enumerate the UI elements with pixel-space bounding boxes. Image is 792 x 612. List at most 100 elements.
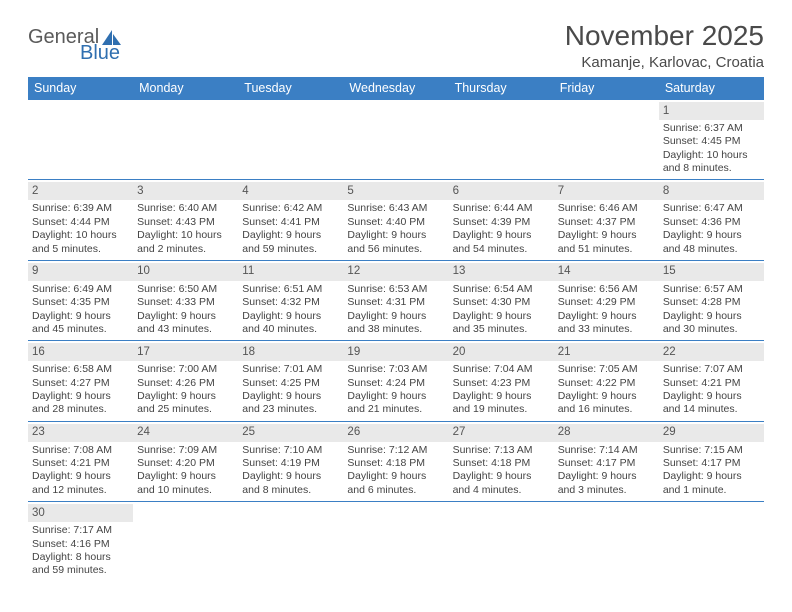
day-number: 2	[28, 182, 133, 200]
day-line: Daylight: 9 hours	[347, 470, 444, 483]
dow-cell: Friday	[554, 77, 659, 100]
day-line: Sunrise: 7:17 AM	[32, 524, 129, 537]
day-body: Sunrise: 6:57 AMSunset: 4:28 PMDaylight:…	[663, 283, 760, 337]
day-cell	[238, 502, 343, 581]
day-cell: 23Sunrise: 7:08 AMSunset: 4:21 PMDayligh…	[28, 422, 133, 501]
day-cell: 27Sunrise: 7:13 AMSunset: 4:18 PMDayligh…	[449, 422, 554, 501]
day-body: Sunrise: 6:46 AMSunset: 4:37 PMDaylight:…	[558, 202, 655, 256]
day-number: 7	[554, 182, 659, 200]
day-line: Sunset: 4:35 PM	[32, 296, 129, 309]
week-row: 2Sunrise: 6:39 AMSunset: 4:44 PMDaylight…	[28, 180, 764, 260]
day-cell	[238, 100, 343, 179]
day-line: Sunrise: 7:05 AM	[558, 363, 655, 376]
day-line: Sunrise: 6:51 AM	[242, 283, 339, 296]
day-line: Sunrise: 6:40 AM	[137, 202, 234, 215]
day-number: 16	[28, 343, 133, 361]
day-line: Daylight: 9 hours	[663, 470, 760, 483]
day-body: Sunrise: 6:49 AMSunset: 4:35 PMDaylight:…	[32, 283, 129, 337]
day-body: Sunrise: 7:03 AMSunset: 4:24 PMDaylight:…	[347, 363, 444, 417]
day-line: and 12 minutes.	[32, 484, 129, 497]
title-block: November 2025 Kamanje, Karlovac, Croatia	[565, 20, 764, 71]
day-line: Sunset: 4:18 PM	[347, 457, 444, 470]
day-cell	[554, 502, 659, 581]
day-line: Sunrise: 7:04 AM	[453, 363, 550, 376]
day-number: 13	[449, 263, 554, 281]
day-line: and 14 minutes.	[663, 403, 760, 416]
day-body: Sunrise: 6:37 AMSunset: 4:45 PMDaylight:…	[663, 122, 760, 176]
day-line: Sunset: 4:26 PM	[137, 377, 234, 390]
day-number: 8	[659, 182, 764, 200]
day-cell: 30Sunrise: 7:17 AMSunset: 4:16 PMDayligh…	[28, 502, 133, 581]
day-cell	[133, 502, 238, 581]
day-cell	[28, 100, 133, 179]
day-number: 29	[659, 424, 764, 442]
day-cell: 25Sunrise: 7:10 AMSunset: 4:19 PMDayligh…	[238, 422, 343, 501]
day-cell: 6Sunrise: 6:44 AMSunset: 4:39 PMDaylight…	[449, 180, 554, 259]
day-cell	[133, 100, 238, 179]
day-cell: 19Sunrise: 7:03 AMSunset: 4:24 PMDayligh…	[343, 341, 448, 420]
dow-cell: Saturday	[659, 77, 764, 100]
day-line: Daylight: 9 hours	[347, 310, 444, 323]
location: Kamanje, Karlovac, Croatia	[565, 54, 764, 71]
day-body: Sunrise: 6:43 AMSunset: 4:40 PMDaylight:…	[347, 202, 444, 256]
day-number: 17	[133, 343, 238, 361]
day-line: Daylight: 9 hours	[347, 229, 444, 242]
day-body: Sunrise: 7:12 AMSunset: 4:18 PMDaylight:…	[347, 444, 444, 498]
day-number: 10	[133, 263, 238, 281]
day-body: Sunrise: 6:58 AMSunset: 4:27 PMDaylight:…	[32, 363, 129, 417]
day-body: Sunrise: 7:07 AMSunset: 4:21 PMDaylight:…	[663, 363, 760, 417]
day-number: 25	[238, 424, 343, 442]
day-line: Sunset: 4:32 PM	[242, 296, 339, 309]
day-line: Sunset: 4:16 PM	[32, 538, 129, 551]
day-line: Sunrise: 7:15 AM	[663, 444, 760, 457]
day-line: Sunrise: 6:39 AM	[32, 202, 129, 215]
day-line: Sunrise: 7:10 AM	[242, 444, 339, 457]
day-cell: 12Sunrise: 6:53 AMSunset: 4:31 PMDayligh…	[343, 261, 448, 340]
dow-cell: Wednesday	[343, 77, 448, 100]
day-body: Sunrise: 7:05 AMSunset: 4:22 PMDaylight:…	[558, 363, 655, 417]
day-number: 23	[28, 424, 133, 442]
day-line: Daylight: 9 hours	[32, 390, 129, 403]
day-body: Sunrise: 7:17 AMSunset: 4:16 PMDaylight:…	[32, 524, 129, 578]
day-line: Daylight: 8 hours	[32, 551, 129, 564]
day-line: Sunrise: 6:42 AM	[242, 202, 339, 215]
day-number: 9	[28, 263, 133, 281]
day-cell: 18Sunrise: 7:01 AMSunset: 4:25 PMDayligh…	[238, 341, 343, 420]
day-line: Sunrise: 6:50 AM	[137, 283, 234, 296]
header: General November 2025 Kamanje, Karlovac,…	[28, 20, 764, 71]
day-number: 14	[554, 263, 659, 281]
day-line: Sunset: 4:19 PM	[242, 457, 339, 470]
day-line: Sunrise: 6:58 AM	[32, 363, 129, 376]
day-cell: 11Sunrise: 6:51 AMSunset: 4:32 PMDayligh…	[238, 261, 343, 340]
day-number: 20	[449, 343, 554, 361]
day-body: Sunrise: 6:44 AMSunset: 4:39 PMDaylight:…	[453, 202, 550, 256]
day-line: and 38 minutes.	[347, 323, 444, 336]
day-body: Sunrise: 6:54 AMSunset: 4:30 PMDaylight:…	[453, 283, 550, 337]
calendar: SundayMondayTuesdayWednesdayThursdayFrid…	[28, 77, 764, 582]
day-line: and 59 minutes.	[242, 243, 339, 256]
day-cell	[343, 100, 448, 179]
day-line: and 51 minutes.	[558, 243, 655, 256]
week-row: 16 Sunrise: 6:58 AMSunset: 4:27 PMDayligh…	[28, 341, 764, 421]
day-cell: 3Sunrise: 6:40 AMSunset: 4:43 PMDaylight…	[133, 180, 238, 259]
day-cell	[659, 502, 764, 581]
day-line: Daylight: 9 hours	[32, 470, 129, 483]
day-body: Sunrise: 7:04 AMSunset: 4:23 PMDaylight:…	[453, 363, 550, 417]
day-line: Daylight: 9 hours	[663, 390, 760, 403]
day-line: Daylight: 10 hours	[663, 149, 760, 162]
day-line: Sunrise: 7:08 AM	[32, 444, 129, 457]
day-cell: 26Sunrise: 7:12 AMSunset: 4:18 PMDayligh…	[343, 422, 448, 501]
day-line: Sunset: 4:36 PM	[663, 216, 760, 229]
dow-cell: Tuesday	[238, 77, 343, 100]
day-line: and 25 minutes.	[137, 403, 234, 416]
day-number: 22	[659, 343, 764, 361]
day-line: Sunrise: 7:14 AM	[558, 444, 655, 457]
day-number: 4	[238, 182, 343, 200]
day-line: Sunrise: 7:09 AM	[137, 444, 234, 457]
day-line: and 8 minutes.	[663, 162, 760, 175]
day-line: Daylight: 9 hours	[663, 229, 760, 242]
week-row: 1Sunrise: 6:37 AMSunset: 4:45 PMDaylight…	[28, 100, 764, 180]
day-line: Sunrise: 7:01 AM	[242, 363, 339, 376]
day-line: Daylight: 9 hours	[558, 310, 655, 323]
day-line: Sunrise: 6:56 AM	[558, 283, 655, 296]
